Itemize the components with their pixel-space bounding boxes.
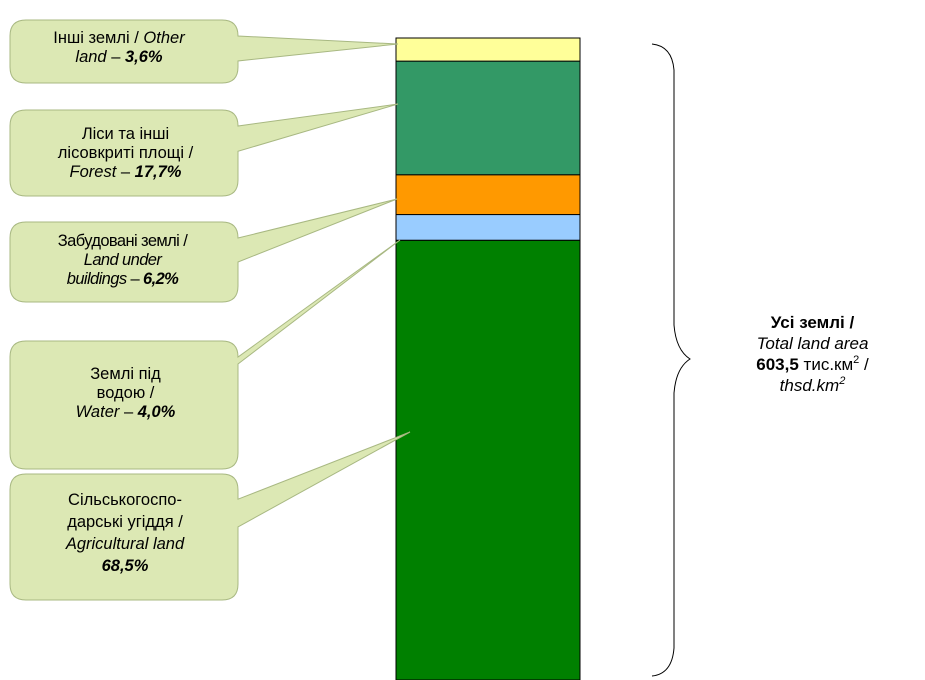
callout-shape-forest bbox=[9, 103, 399, 197]
stacked-bar bbox=[395, 37, 581, 680]
total-title-en: Total land area bbox=[756, 334, 869, 353]
total-value-line: 603,5 тис.км2 / bbox=[756, 354, 869, 375]
total-unit-en-line: thsd.km2 bbox=[779, 375, 846, 396]
callout-forest: Ліси та інші лісовкриті площі / Forest –… bbox=[57, 125, 194, 181]
callout-shape-agricultural bbox=[9, 431, 411, 601]
bar-segment-agricultural bbox=[395, 239, 581, 680]
callout-shape-buildings bbox=[9, 198, 398, 303]
total-value: 603,5 bbox=[756, 355, 799, 374]
total-land-label: Усі землі / Total land area 603,5 тис.км… bbox=[700, 312, 925, 396]
callout-agricultural: Сільськогоспо- дарські угіддя / Agricult… bbox=[65, 491, 185, 575]
callout-water: Землі під водою / Water – 4,0% bbox=[75, 365, 176, 421]
callouts bbox=[9, 19, 411, 601]
callout-shape-other bbox=[9, 19, 399, 84]
bar-segment-water bbox=[395, 214, 581, 241]
total-brace bbox=[651, 43, 691, 677]
total-unit-ua: тис.км bbox=[803, 355, 854, 374]
callout-shape-water bbox=[9, 239, 401, 470]
total-title: Усі землі / bbox=[770, 313, 855, 332]
bar-segment-other bbox=[395, 37, 581, 62]
bar-segment-forest bbox=[395, 60, 581, 176]
callout-buildings: Забудовані землі / Land under buildings … bbox=[57, 232, 188, 288]
callout-other-land: Інші землі / Other land – 3,6% bbox=[53, 29, 185, 66]
bar-segment-buildings bbox=[395, 174, 581, 216]
